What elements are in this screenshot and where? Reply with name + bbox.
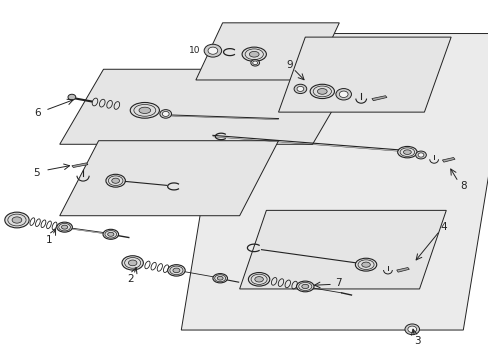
Ellipse shape	[296, 281, 313, 292]
Ellipse shape	[173, 268, 180, 273]
Ellipse shape	[107, 232, 114, 236]
Ellipse shape	[397, 147, 416, 158]
Ellipse shape	[212, 274, 227, 283]
Circle shape	[417, 153, 423, 157]
Ellipse shape	[61, 225, 67, 229]
Circle shape	[407, 326, 416, 333]
Polygon shape	[60, 69, 356, 144]
Ellipse shape	[12, 217, 22, 223]
Circle shape	[293, 84, 306, 94]
Ellipse shape	[106, 174, 125, 187]
Circle shape	[250, 60, 259, 66]
Circle shape	[339, 91, 347, 98]
Circle shape	[335, 89, 351, 100]
Circle shape	[162, 111, 169, 116]
Ellipse shape	[167, 265, 185, 276]
Text: 5: 5	[33, 168, 40, 178]
Polygon shape	[60, 141, 278, 216]
Circle shape	[415, 151, 426, 159]
Ellipse shape	[122, 256, 143, 270]
Ellipse shape	[361, 262, 369, 267]
Circle shape	[252, 61, 257, 64]
Ellipse shape	[355, 258, 376, 271]
Polygon shape	[72, 163, 88, 167]
Ellipse shape	[403, 150, 410, 154]
Text: 2: 2	[127, 274, 133, 284]
Polygon shape	[396, 267, 408, 272]
Text: 10: 10	[189, 46, 200, 55]
Text: 8: 8	[459, 181, 466, 191]
Circle shape	[68, 94, 76, 100]
Ellipse shape	[5, 212, 29, 228]
Ellipse shape	[248, 273, 269, 286]
Ellipse shape	[249, 51, 259, 57]
Polygon shape	[196, 23, 339, 80]
Ellipse shape	[301, 284, 308, 289]
Ellipse shape	[112, 178, 119, 183]
Ellipse shape	[217, 276, 223, 280]
Ellipse shape	[103, 229, 118, 239]
Polygon shape	[442, 157, 454, 162]
Polygon shape	[371, 96, 386, 101]
Ellipse shape	[242, 47, 266, 62]
Circle shape	[296, 86, 303, 91]
Circle shape	[207, 47, 217, 54]
Text: 7: 7	[335, 278, 342, 288]
Polygon shape	[181, 33, 488, 330]
Circle shape	[404, 324, 419, 335]
Circle shape	[203, 44, 221, 57]
Ellipse shape	[130, 103, 159, 118]
Text: 3: 3	[413, 337, 420, 346]
Ellipse shape	[128, 260, 137, 266]
Circle shape	[160, 110, 171, 118]
Ellipse shape	[254, 276, 263, 282]
Text: 6: 6	[35, 108, 41, 118]
Ellipse shape	[139, 107, 150, 113]
Polygon shape	[278, 37, 450, 112]
Ellipse shape	[57, 222, 72, 232]
Text: 4: 4	[440, 222, 446, 232]
Polygon shape	[239, 210, 446, 289]
Text: 9: 9	[285, 60, 292, 70]
Ellipse shape	[317, 89, 326, 94]
Text: 1: 1	[46, 235, 52, 245]
Ellipse shape	[309, 84, 334, 99]
